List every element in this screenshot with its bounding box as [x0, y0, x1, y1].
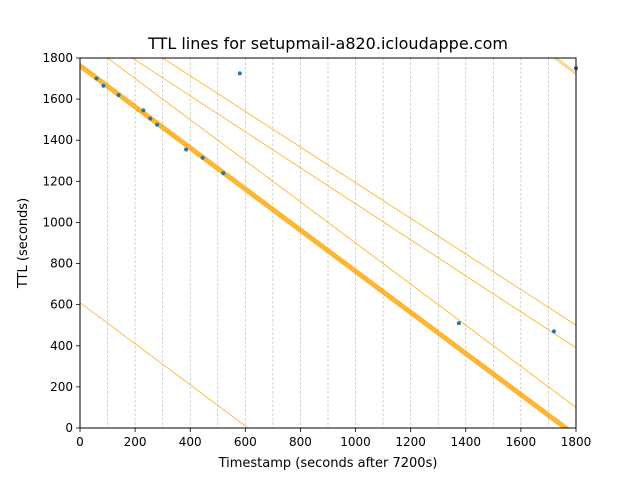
- x-tick-label: 1000: [340, 435, 371, 449]
- y-axis-ticks: 0 200 400 600 800 1000 1200 1400 1600 1800: [42, 51, 80, 435]
- y-tick-label: 200: [50, 380, 73, 394]
- data-point-4: [148, 116, 153, 121]
- x-tick-label: 1600: [506, 435, 537, 449]
- grid: [107, 58, 549, 428]
- ttl-line-7: [132, 58, 576, 349]
- data-point-6: [184, 147, 189, 152]
- y-tick-label: 800: [50, 257, 73, 271]
- x-tick-label: 400: [179, 435, 202, 449]
- y-tick-label: 1800: [42, 51, 73, 65]
- x-tick-label: 1800: [561, 435, 592, 449]
- y-tick-label: 0: [65, 421, 73, 435]
- x-tick-label: 800: [289, 435, 312, 449]
- y-tick-label: 1000: [42, 215, 73, 229]
- ttl-line-2: [80, 65, 566, 428]
- y-tick-label: 1200: [42, 174, 73, 188]
- ttl-line-4: [80, 63, 568, 428]
- chart-title: TTL lines for setupmail-a820.icloudappe.…: [147, 34, 508, 53]
- data-point-3: [141, 108, 146, 113]
- x-tick-label: 1400: [451, 435, 482, 449]
- data-point-9: [237, 71, 242, 76]
- y-tick-label: 600: [50, 298, 73, 312]
- ttl-line-10: [553, 58, 576, 75]
- ttl-line-3: [80, 64, 567, 428]
- data-point-5: [155, 122, 160, 127]
- ttl-lines: [80, 58, 576, 428]
- y-tick-label: 400: [50, 339, 73, 353]
- data-point-11: [551, 329, 556, 334]
- x-tick-label: 200: [124, 435, 147, 449]
- data-points: [94, 66, 578, 334]
- x-tick-label: 0: [76, 435, 84, 449]
- x-axis-label: Timestamp (seconds after 7200s): [218, 456, 438, 471]
- data-point-0: [94, 76, 99, 81]
- x-tick-label: 600: [234, 435, 257, 449]
- plot-frame: [79, 57, 577, 429]
- x-tick-label: 1200: [395, 435, 426, 449]
- data-point-2: [116, 93, 121, 97]
- data-point-1: [101, 83, 106, 88]
- y-axis-label: TTL (seconds): [16, 198, 31, 289]
- x-axis-ticks: 0 200 400 600 800 1000 1200 1400 1600 1800: [76, 428, 591, 449]
- ttl-line-9: [80, 302, 249, 428]
- ttl-line-1: [80, 66, 564, 428]
- y-tick-label: 1600: [42, 92, 73, 106]
- data-point-8: [221, 171, 226, 176]
- ttl-line-0: [80, 67, 563, 428]
- ttl-line-11: [556, 58, 576, 73]
- ttl-line-8: [162, 58, 576, 326]
- ttl-line-6: [107, 58, 576, 408]
- data-point-7: [200, 155, 205, 160]
- ttl-line-5: [80, 62, 570, 428]
- y-tick-label: 1400: [42, 133, 73, 147]
- data-point-10: [456, 321, 461, 326]
